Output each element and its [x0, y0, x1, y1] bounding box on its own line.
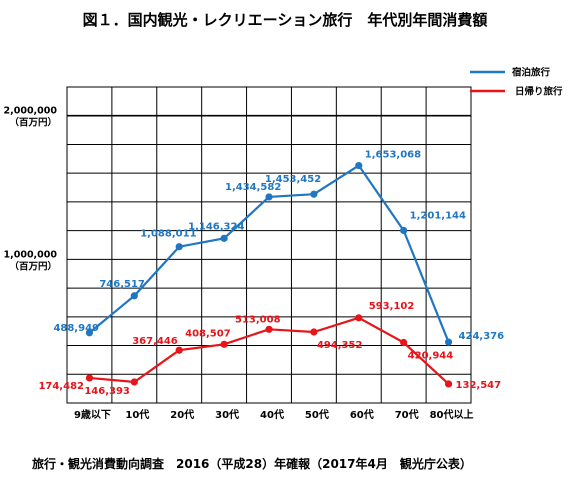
data-point — [130, 378, 138, 386]
data-point — [265, 193, 273, 201]
x-tick-label: 60代 — [350, 408, 374, 421]
data-label: 746,517 — [99, 279, 145, 290]
y-tick-unit: （百万円） — [9, 260, 57, 272]
data-point — [85, 374, 94, 382]
y-tick-label: 1,000,000 — [4, 249, 58, 260]
x-tick-label: 70代 — [395, 408, 419, 421]
x-tick-label: 50代 — [305, 408, 329, 421]
data-label: 420,944 — [408, 351, 454, 362]
plot-area: 2,000,000（百万円）1,000,000（百万円）9歳以下 10代 20代 30… — [4, 86, 505, 421]
data-point — [175, 243, 183, 251]
data-point — [85, 329, 94, 337]
x-tick-label: 20代 — [170, 408, 194, 421]
chart-source: 旅行・観光消費動向調査 2016（平成28）年確報（2017年4月 観光庁公表） — [32, 456, 472, 471]
data-label: 488,949 — [53, 323, 99, 334]
x-tick-label: 40代 — [260, 408, 284, 421]
chart-title: 図１．国内観光・レクリエーション旅行 年代別年間消費額 — [83, 11, 488, 29]
data-label: 494,352 — [317, 340, 363, 351]
data-label: 146,393 — [84, 386, 130, 397]
data-label: 1,201,144 — [410, 210, 466, 221]
data-point — [130, 292, 138, 300]
data-label: 1,146,324 — [188, 221, 244, 232]
data-label: 1,434,582 — [225, 182, 281, 193]
x-tick-label: 9歳以下 — [74, 408, 111, 421]
x-tick-label: 80代以上 — [430, 408, 474, 421]
data-label: 132,547 — [456, 380, 502, 391]
data-label: 367,446 — [132, 336, 178, 347]
data-point — [355, 161, 363, 170]
data-point — [220, 234, 228, 242]
data-label: 1,453,452 — [265, 174, 321, 185]
x-tick-label: 30代 — [215, 408, 239, 421]
data-point — [175, 346, 183, 354]
data-label: 1,088,011 — [140, 229, 196, 240]
data-point — [310, 190, 318, 198]
data-point — [444, 380, 453, 388]
data-point — [400, 338, 408, 347]
data-point — [310, 328, 318, 336]
data-point — [355, 314, 363, 322]
legend-label: 宿泊旅行 — [512, 67, 551, 79]
data-label: 1,653,068 — [365, 150, 421, 161]
data-point — [444, 338, 453, 346]
plot-frame — [66, 86, 472, 404]
data-point — [265, 325, 273, 333]
y-tick-label: 2,000,000 — [4, 106, 58, 117]
data-label: 513,008 — [235, 314, 281, 325]
data-label: 593,102 — [369, 301, 415, 312]
legend-label: 日帰り旅行 — [515, 86, 563, 98]
data-label: 424,376 — [459, 331, 505, 342]
data-point — [400, 226, 408, 235]
data-point — [220, 340, 228, 348]
y-tick-unit: （百万円） — [9, 117, 57, 129]
data-label: 408,507 — [185, 328, 231, 339]
x-tick-label: 10代 — [125, 408, 149, 421]
data-label: 174,482 — [38, 381, 84, 392]
